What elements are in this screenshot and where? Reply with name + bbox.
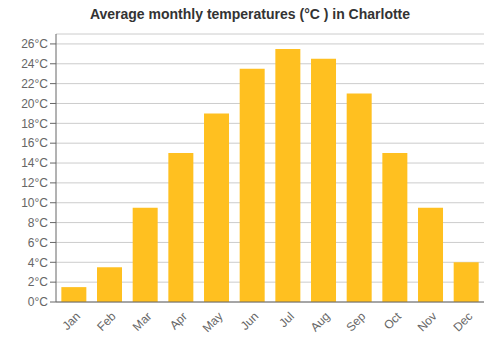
svg-text:12°C: 12°C [21,176,48,190]
svg-text:26°C: 26°C [21,37,48,51]
svg-text:Apr: Apr [167,309,190,332]
svg-text:Jan: Jan [59,309,83,333]
svg-text:18°C: 18°C [21,117,48,131]
svg-text:22°C: 22°C [21,77,48,91]
svg-text:Sep: Sep [343,309,368,334]
svg-text:6°C: 6°C [28,236,48,250]
svg-text:Jul: Jul [276,309,297,330]
html-text:Average monthly temperatures (: Average monthly temperatures (°C ) in Ch… [89,6,411,22]
svg-text:Aug: Aug [308,309,333,334]
svg-text:Nov: Nov [415,309,440,334]
svg-text:Oct: Oct [381,309,405,333]
svg-text:20°C: 20°C [21,97,48,111]
svg-text:4°C: 4°C [28,256,48,270]
svg-text:Jun: Jun [238,309,262,333]
svg-text:Feb: Feb [94,309,119,334]
svg-text:24°C: 24°C [21,57,48,71]
svg-text:Dec: Dec [450,309,475,334]
svg-text:May: May [200,309,226,335]
svg-text:Mar: Mar [130,309,155,334]
svg-text:2°C: 2°C [28,275,48,289]
svg-text:8°C: 8°C [28,216,48,230]
svg-text:16°C: 16°C [21,136,48,150]
svg-text:14°C: 14°C [21,156,48,170]
svg-text:0°C: 0°C [28,295,48,309]
svg-text:10°C: 10°C [21,196,48,210]
